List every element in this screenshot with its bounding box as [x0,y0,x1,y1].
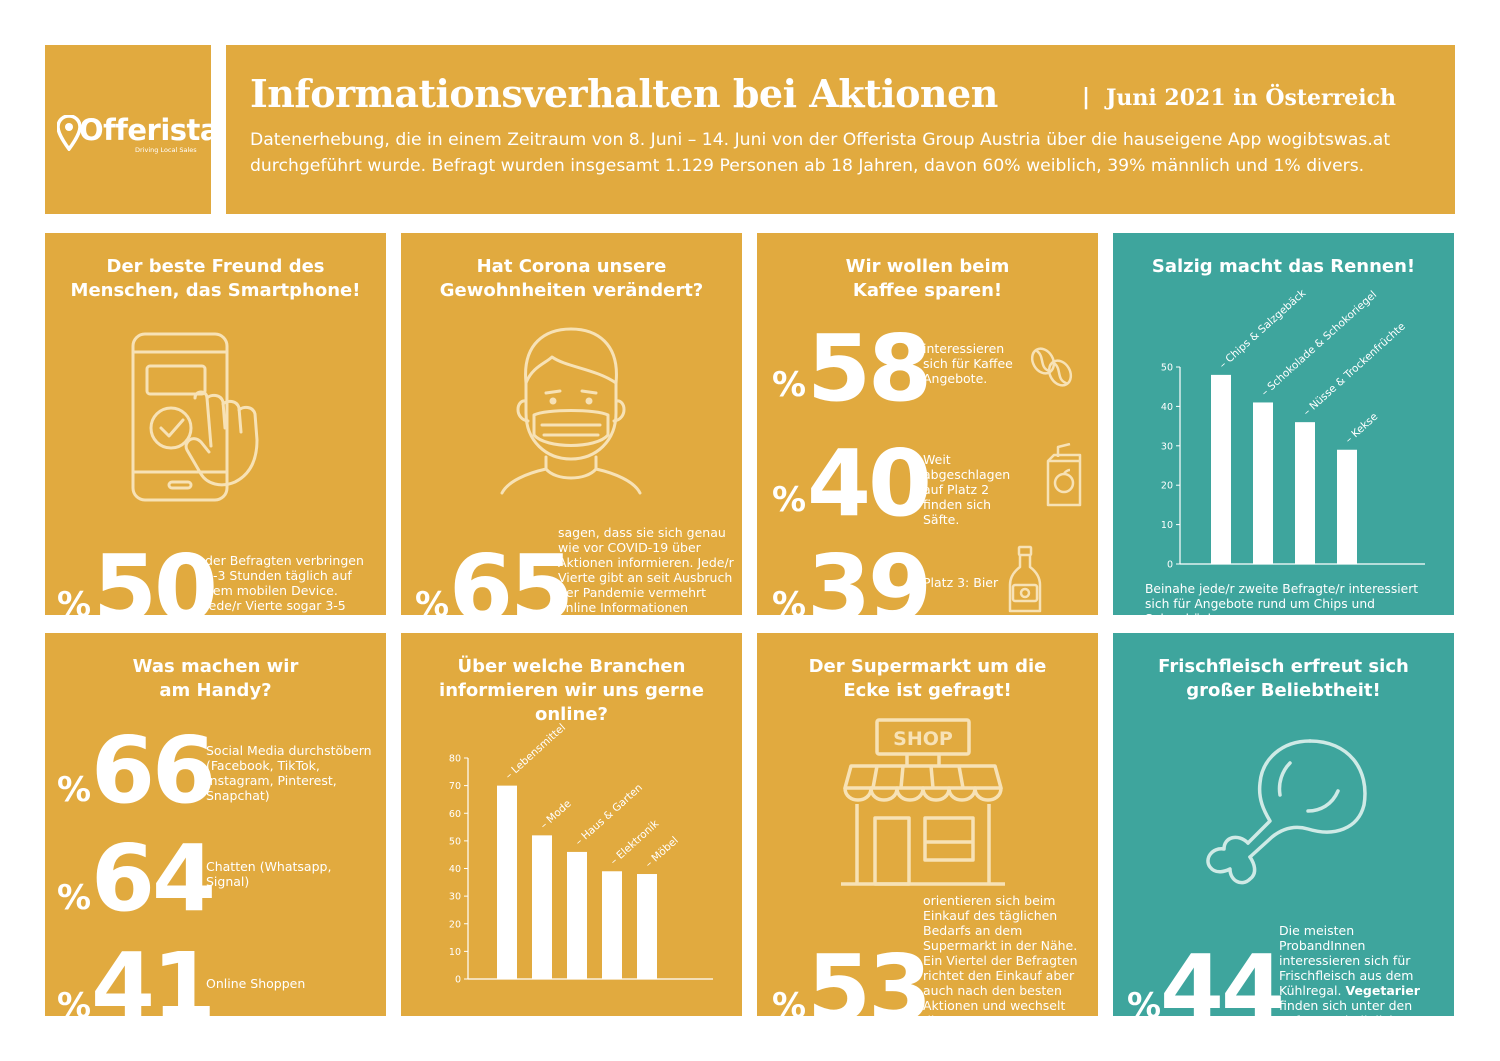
page-title: Informationsverhalten bei Aktionen [250,71,998,116]
stat-value: 64 [91,825,216,932]
percent-sign: % [772,986,807,1016]
stat-value: 40 [807,430,932,537]
y-tick-label: 30 [449,892,461,903]
percent-sign: % [1127,986,1162,1016]
panel-handy: Was machen wir am Handy? % 66 Social Med… [45,633,386,1016]
stat-text: Online Shoppen [206,976,306,991]
location-pin-icon [57,115,81,151]
stat-value: 53 [807,935,932,1017]
chicken-leg-icon [1206,739,1367,885]
stat-text: Weit abgeschlagen auf Platz 2 finden sic… [923,452,1011,527]
stat-text: interessieren sich für Kaffee Angebote. [923,341,1013,386]
bar-label: – Mode [538,798,574,832]
bar [1253,402,1273,564]
stat-value: 39 [807,535,932,616]
stat-text: Platz 3: Bier [923,575,999,590]
stat-text: Chatten (Whatsapp, Signal) [206,859,332,889]
stat-value: 58 [807,315,932,422]
panel-smartphone: Der beste Freund des Menschen, das Smart… [45,233,386,615]
y-tick-label: 40 [1161,402,1173,413]
y-tick-label: 60 [449,809,461,820]
panel-fleisch: Frischfleisch erfreut sich großer Belieb… [1113,633,1454,1016]
bar [1211,374,1231,564]
y-tick-label: 0 [455,975,461,986]
stat-text: sagen, dass sie sich genau wie vor COVID… [558,525,734,615]
y-tick-label: 20 [1161,481,1173,492]
panel-title: Über welche Branchen informieren wir uns… [439,656,704,725]
bar-label: – Schokolade & Schokoriegel [1259,289,1379,399]
shop-icon: SHOP [841,718,1005,886]
stat-text: Die meisten ProbandInnen interessieren s… [1279,923,1426,1016]
bar-label: – Nüsse & Trockenfrüchte [1301,320,1408,418]
bar-label: – Lebensmittel [503,722,568,782]
stat-value: 66 [91,717,216,824]
y-tick-label: 40 [449,864,461,875]
panel-snacks: Salzig macht das Rennen! 0 10 20 30 40 50– Ch… [1113,233,1454,615]
panel-title: Hat Corona unsere Gewohnheiten verändert… [439,256,704,301]
stat-text: Social Media durchstöbern (Facebook, Tik… [206,743,372,803]
stat-text: orientieren sich beim Einkauf des täglic… [923,893,1078,1016]
bar-label: – Möbel [643,834,681,870]
stat-value: 65 [449,535,574,616]
bar [1295,422,1315,564]
y-tick-label: 70 [449,781,461,792]
y-tick-label: 50 [1161,363,1173,374]
stat-value: 44 [1160,935,1285,1017]
percent-sign: % [57,770,92,810]
y-tick-label: 20 [449,919,461,930]
panel-title: Wir wollen beim Kaffee sparen! [845,256,1010,301]
percent-sign: % [772,585,807,615]
stat-text: der Befragten verbringen 1-3 Stunden täg… [205,553,364,615]
panel-title: Salzig macht das Rennen! [1151,256,1416,277]
juice-box-icon [1046,443,1082,507]
header-panel: Informationsverhalten bei Aktionen | Jun… [226,45,1455,214]
panel-title: Was machen wir am Handy? [132,656,299,701]
beer-bottle-icon [1008,545,1042,613]
y-tick-label: 50 [449,836,461,847]
survey-description: Datenerhebung, die in einem Zeitraum von… [250,130,1391,176]
stat-value: 50 [93,535,218,616]
logo-panel: Offerista Driving Local Sales [45,45,211,214]
bar [637,874,657,979]
percent-sign: % [772,480,807,520]
y-tick-label: 30 [1161,441,1173,452]
page-subtitle: Juni 2021 in Österreich [1106,85,1396,111]
y-tick-label: 10 [449,947,461,958]
logo-wordmark: Offerista [79,113,211,147]
percent-sign: % [415,585,450,615]
percent-sign: % [57,585,92,615]
panel-coffee: Wir wollen beim Kaffee sparen! % 58 inte… [757,233,1098,615]
coffee-bean-icon [1030,347,1073,387]
bar [1337,449,1357,564]
title-separator: | [1082,85,1091,110]
y-tick-label: 10 [1161,520,1173,531]
y-tick-label: 0 [1167,560,1173,571]
percent-sign: % [57,878,92,918]
logo-tagline: Driving Local Sales [135,146,197,154]
panel-branchen: Über welche Branchen informieren wir uns… [401,633,742,1016]
bar [602,871,622,979]
face-mask-icon [500,327,642,495]
bar [532,835,552,979]
percent-sign: % [772,365,807,405]
stat-value: 41 [91,933,216,1017]
bar [567,851,587,979]
shop-sign: SHOP [893,728,953,750]
panel-title: Der beste Freund des Menschen, das Smart… [70,256,361,301]
bar [497,785,517,979]
smartphone-touch-icon [131,332,259,502]
y-tick-label: 80 [449,754,461,765]
bar-label: – Kekse [1343,411,1380,446]
panel-title: Der Supermarkt um die Ecke ist gefragt! [808,656,1047,701]
panel-supermarkt: Der Supermarkt um die Ecke ist gefragt! … [757,633,1098,1016]
chart-caption: Beinahe jede/r zweite Befragte/r interes… [1145,582,1419,615]
percent-sign: % [57,986,92,1016]
panel-corona: Hat Corona unsere Gewohnheiten verändert… [401,233,742,615]
panel-title: Frischfleisch erfreut sich großer Belieb… [1158,656,1409,701]
